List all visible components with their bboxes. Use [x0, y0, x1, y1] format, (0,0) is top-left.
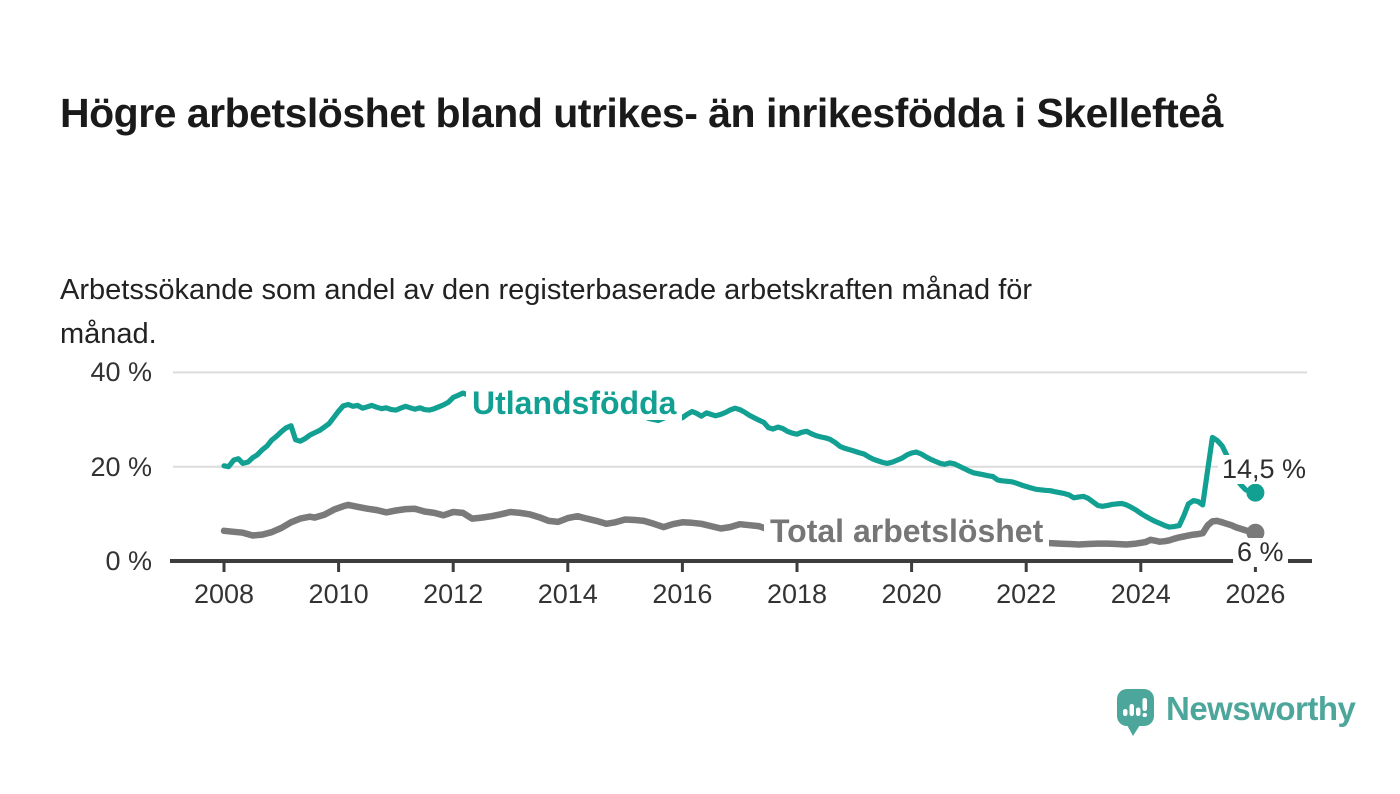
x-axis-label-2016: 2016: [652, 579, 713, 609]
y-axis-label-20: 20 %: [90, 451, 152, 482]
end-value-label-utlandsfodda: 14,5 %: [1218, 455, 1311, 484]
newsworthy-brand: Newsworthy: [1114, 686, 1356, 738]
y-axis-label-40: 40 %: [90, 357, 152, 388]
x-axis-label-2026: 2026: [1225, 579, 1286, 609]
x-axis-label-2022: 2022: [996, 579, 1057, 609]
page-subtitle: Arbetssökande som andel av den registerb…: [60, 274, 1033, 350]
x-axis-label-2012: 2012: [423, 579, 484, 609]
newsworthy-brand-text: Newsworthy: [1166, 690, 1356, 727]
x-axis-label-2010: 2010: [308, 579, 369, 609]
series-label-total-arbetsloshet: Total arbetslöshet: [764, 514, 1050, 548]
x-axis-label-2018: 2018: [766, 579, 828, 609]
x-axis-label-2014: 2014: [537, 579, 598, 609]
x-axis-label-2008: 2008: [193, 579, 255, 609]
newsworthy-logo-icon: [1117, 689, 1154, 736]
page-title: Högre arbetslöshet bland utrikes- än inr…: [60, 90, 1223, 137]
x-axis-label-2020: 2020: [881, 579, 942, 609]
y-axis-label-0: 0 %: [105, 546, 152, 576]
end-value-label-total-arbetsloshet: 6 %: [1233, 538, 1288, 567]
x-axis-label-2024: 2024: [1110, 579, 1171, 609]
series-label-utlandsfodda: Utlandsfödda: [466, 386, 683, 420]
